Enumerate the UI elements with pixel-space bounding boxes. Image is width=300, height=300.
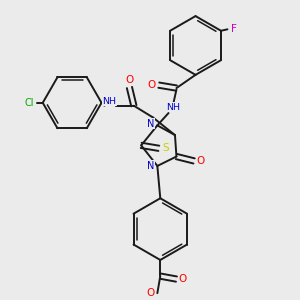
Text: NH: NH [167, 103, 181, 112]
Text: O: O [179, 274, 187, 284]
Text: Cl: Cl [25, 98, 34, 108]
Text: O: O [196, 156, 205, 166]
Text: O: O [147, 80, 156, 90]
Text: F: F [231, 24, 237, 34]
Text: S: S [162, 143, 169, 153]
Text: N: N [147, 161, 155, 171]
Text: O: O [125, 75, 134, 85]
Text: N: N [147, 119, 155, 129]
Text: O: O [147, 288, 155, 298]
Text: NH: NH [103, 97, 116, 106]
